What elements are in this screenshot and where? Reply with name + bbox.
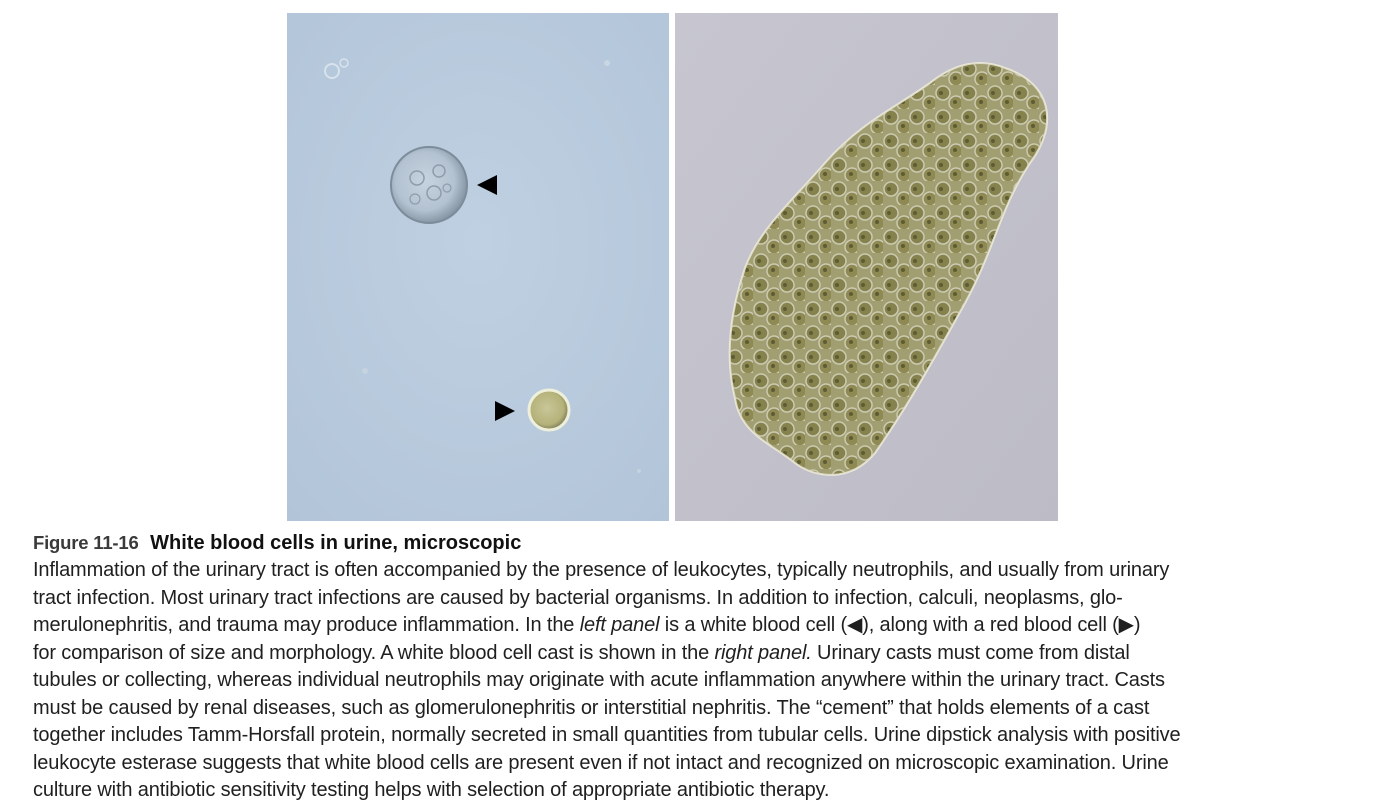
white-blood-cell-cast [728,62,1049,476]
caption-body: Inflammation of the urinary tract is oft… [33,557,1363,805]
caption-line: together includes Tamm-Horsfall protein,… [33,724,1181,746]
figure-title: White blood cells in urine, microscopic [150,532,522,554]
caption-title: Figure 11-16 White blood cells in urine,… [33,529,1363,557]
left-panel-image [287,13,669,521]
left-panel-ref: left panel [579,614,660,636]
left-panel-micrograph [287,13,669,521]
red-cell-arrowhead-icon [495,401,515,421]
right-panel-ref: right panel. [714,641,812,664]
right-panel-image [675,13,1058,521]
white-blood-cell [390,146,468,224]
caption-line: culture with antibiotic sensitivity test… [33,779,830,801]
figure-caption: Figure 11-16 White blood cells in urine,… [33,529,1363,805]
caption-line: tract infection. Most urinary tract infe… [33,586,1123,609]
caption-line: tubules or collecting, whereas individua… [33,669,1165,691]
red-blood-cell [527,388,571,432]
figure-panels [287,13,1058,521]
figure-label: Figure 11-16 [33,532,139,553]
caption-line: for comparison of size and morphology. A… [33,641,1130,664]
right-panel-micrograph [675,13,1058,521]
caption-line: merulonephritis, and trauma may produce … [33,614,1141,636]
caption-line: must be caused by renal diseases, such a… [33,696,1150,719]
white-cell-arrowhead-icon [477,175,497,195]
caption-line: Inflammation of the urinary tract is oft… [33,559,1170,581]
caption-line: leukocyte esterase suggests that white b… [33,751,1169,774]
